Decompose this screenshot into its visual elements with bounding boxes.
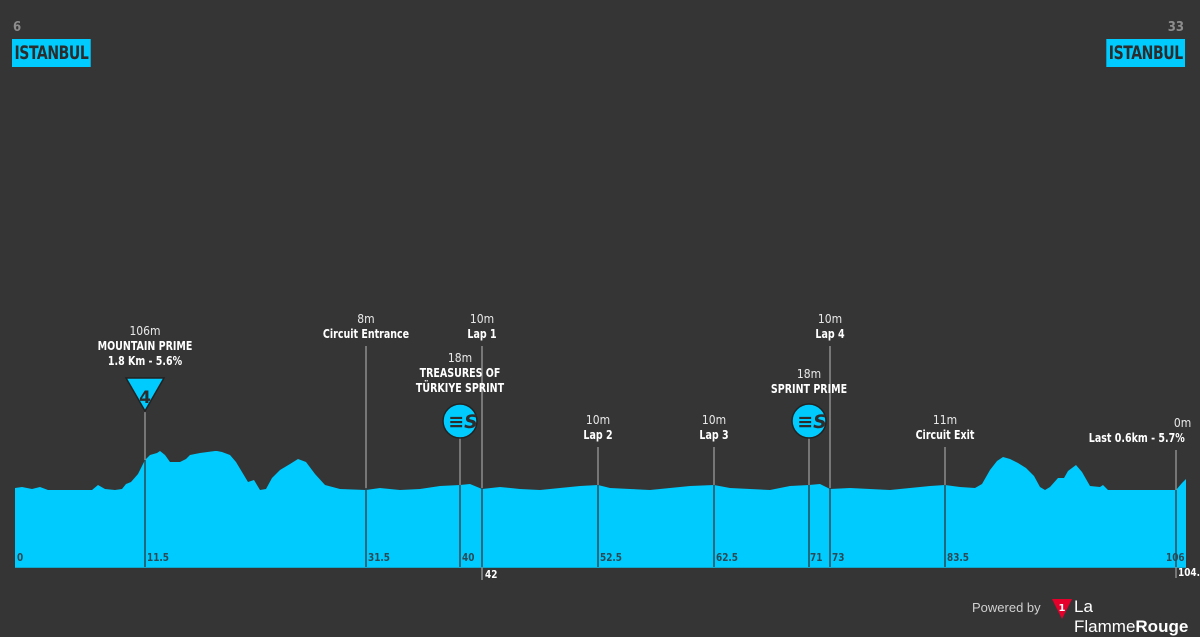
lap-3-label: 10m Lap 3 <box>699 413 729 442</box>
km-label: 52.5 <box>600 551 622 564</box>
circuit-entrance-label: 8m Circuit Entrance <box>322 312 410 341</box>
km-label: 62.5 <box>716 551 738 564</box>
sprint-prime-label: 18m SPRINT PRIME <box>770 367 848 396</box>
brand-name[interactable]: La FlammeRouge <box>1074 597 1189 636</box>
finish-city: ISTANBUL <box>1106 39 1185 67</box>
finish-label: 0m Last 0.6km - 5.7% <box>1088 416 1192 445</box>
km-label: 42 <box>485 568 498 581</box>
finish-number: 33 <box>1167 20 1184 35</box>
svg-text:≡S: ≡S <box>797 411 827 433</box>
lap-4-label: 10m Lap 4 <box>815 312 845 341</box>
km-label: 71 <box>810 551 823 564</box>
profile-area <box>15 451 1186 567</box>
start-city: ISTANBUL <box>12 39 91 67</box>
km-label: 0 <box>17 551 24 564</box>
circuit-exit-label: 11m Circuit Exit <box>915 413 975 442</box>
km-label: 40 <box>462 551 475 564</box>
powered-by-text: Powered by <box>972 600 1041 615</box>
sprint-icon: ≡S <box>442 403 478 439</box>
km-label: 31.5 <box>368 551 390 564</box>
cat-4-climb-icon: 4 <box>124 377 166 413</box>
mountain-prime-label: 106m MOUNTAIN PRIME 1.8 Km - 5.6% <box>97 324 193 368</box>
km-label: 83.5 <box>947 551 969 564</box>
la-flamme-rouge-logo-icon: 1 <box>1052 599 1072 619</box>
lap-2-label: 10m Lap 2 <box>583 413 613 442</box>
svg-text:4: 4 <box>139 388 151 408</box>
lap-1-label: 10m Lap 1 <box>467 312 497 341</box>
marker-lines <box>144 346 1177 580</box>
start-number: 6 <box>13 20 22 35</box>
km-label: 73 <box>832 551 845 564</box>
treasures-sprint-label: 18m TREASURES OF TÜRKIYE SPRINT <box>415 351 505 395</box>
km-label: 11.5 <box>147 551 169 564</box>
km-label: 106 <box>1166 551 1185 564</box>
svg-text:1: 1 <box>1059 603 1066 614</box>
svg-text:≡S: ≡S <box>448 411 478 433</box>
km-label: 104.5 <box>1178 566 1200 579</box>
sprint-icon: ≡S <box>791 403 827 439</box>
